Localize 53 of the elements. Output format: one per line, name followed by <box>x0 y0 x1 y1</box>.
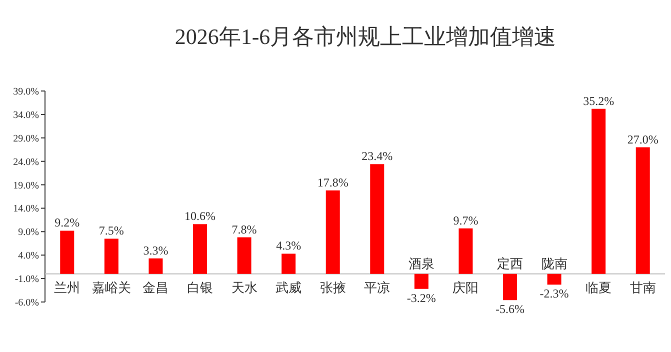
data-label: 4.3% <box>276 238 302 253</box>
x-tick-label: 白银 <box>187 280 213 295</box>
bar <box>414 274 428 289</box>
x-tick-label: 平凉 <box>364 280 390 295</box>
bar <box>370 164 384 274</box>
x-tick-label: 庆阳 <box>452 280 479 295</box>
data-label: 9.7% <box>453 213 478 228</box>
bar <box>547 274 562 285</box>
x-tick-label: 临夏 <box>586 280 612 295</box>
data-label: 17.8% <box>317 175 348 190</box>
bar <box>458 228 473 274</box>
y-tick-label: 29.0% <box>13 133 39 144</box>
y-tick-label: 14.0% <box>13 204 39 215</box>
y-tick-label: -1.0% <box>14 274 39 286</box>
data-label: 9.2% <box>54 216 80 230</box>
bar <box>237 237 252 274</box>
bar <box>193 224 207 274</box>
x-tick-label: 定西 <box>497 256 523 271</box>
y-tick-label: 24.0% <box>13 156 39 168</box>
x-tick-label: 金昌 <box>142 280 169 295</box>
data-label: 7.5% <box>98 224 124 238</box>
x-tick-label: 甘南 <box>630 280 656 295</box>
data-label: -2.3% <box>540 286 569 301</box>
bar <box>60 230 74 274</box>
y-tick-label: 19.0% <box>13 180 39 192</box>
x-tick-label: 酒泉 <box>408 256 434 271</box>
x-tick-label: 陇南 <box>541 256 568 271</box>
x-tick-label: 张掖 <box>320 280 346 295</box>
bar <box>592 108 606 274</box>
y-tick-label: 34.0% <box>13 110 39 121</box>
y-tick-label: 9.0% <box>18 227 39 238</box>
data-label: -5.6% <box>496 302 524 316</box>
x-tick-label: 兰州 <box>54 280 80 295</box>
chart-title: 2026年1-6月各市州规上工业增加值增速 <box>174 24 556 49</box>
data-label: 27.0% <box>627 132 658 146</box>
data-label: 23.4% <box>362 149 393 164</box>
bar <box>148 258 163 274</box>
data-label: 35.2% <box>583 94 614 108</box>
bar <box>326 190 340 274</box>
x-tick-label: 武威 <box>276 280 302 295</box>
bar <box>104 238 118 274</box>
y-tick-label: 39.0% <box>13 86 39 98</box>
data-label: 3.3% <box>143 243 168 258</box>
data-label: 7.8% <box>232 222 257 236</box>
x-tick-label: 嘉峪关 <box>92 280 131 295</box>
data-label: 10.6% <box>184 209 216 224</box>
bar <box>503 274 517 300</box>
y-tick-label: -6.0% <box>14 298 39 308</box>
bar <box>282 254 296 274</box>
data-label: -3.2% <box>406 290 436 305</box>
y-tick-label: 4.0% <box>18 250 39 262</box>
x-tick-label: 天水 <box>231 280 258 295</box>
bar <box>636 147 650 274</box>
